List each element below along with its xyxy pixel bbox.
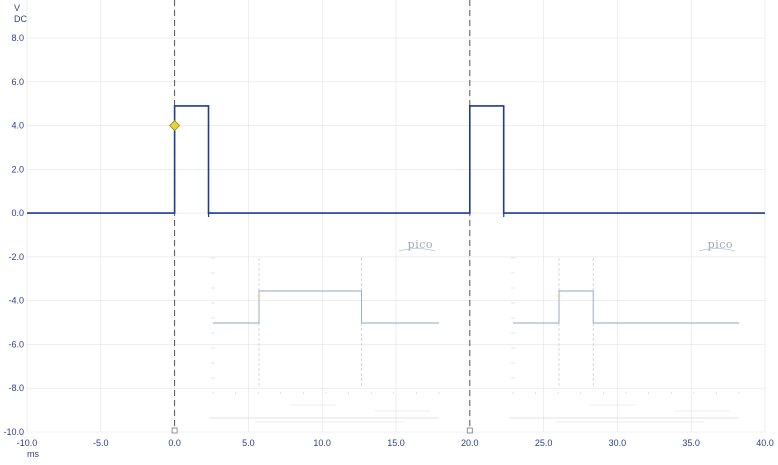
mini-trace xyxy=(513,290,739,324)
y-axis-ticks: 8.0 6.0 4.0 2.0 0.0 -2.0 -4.0 -6.0 -8.0 -10.0 xyxy=(3,33,24,437)
signal-trace xyxy=(27,105,765,214)
x-tick-label: -5.0 xyxy=(93,438,109,448)
cursor-layer xyxy=(171,0,473,434)
y-tick-label: -2.0 xyxy=(8,252,24,262)
x-tick-label: 40.0 xyxy=(756,438,774,448)
pico-logo: pico xyxy=(408,238,433,251)
watermark-layer: pico pico xyxy=(209,238,740,423)
x-tick-label: 30.0 xyxy=(609,438,627,448)
mini-trace xyxy=(213,290,439,324)
y-tick-label: -8.0 xyxy=(8,383,24,393)
x-tick-label: 15.0 xyxy=(387,438,405,448)
trace-layer xyxy=(27,105,765,218)
watermark-screenshot: pico xyxy=(209,238,440,423)
grid xyxy=(26,0,766,433)
y-tick-label: 2.0 xyxy=(11,164,24,174)
x-tick-label: 20.0 xyxy=(461,438,479,448)
y-tick-label: 0.0 xyxy=(11,208,24,218)
x-tick-label: 5.0 xyxy=(242,438,255,448)
pico-logo-swoosh xyxy=(698,248,736,252)
x-tick-label: 35.0 xyxy=(682,438,700,448)
y-tick-label: 4.0 xyxy=(11,121,24,131)
y-tick-label: -4.0 xyxy=(8,296,24,306)
x-axis-ticks: -10.0 -5.0 0.0 5.0 10.0 15.0 20.0 25.0 30.0 35.0 4… xyxy=(17,438,774,448)
mini-trigger-marker xyxy=(257,294,261,298)
x-tick-label: 25.0 xyxy=(535,438,553,448)
pico-logo: pico xyxy=(708,238,733,251)
trigger-marker xyxy=(169,119,181,132)
x-unit-label: ms xyxy=(27,449,39,459)
mini-trigger-marker xyxy=(557,294,561,298)
y-tick-label: -6.0 xyxy=(8,339,24,349)
y-tick-label: -10.0 xyxy=(3,427,24,437)
x-tick-label: -10.0 xyxy=(17,438,38,448)
y-unit-label: V xyxy=(14,3,20,13)
x-tick-label: 0.0 xyxy=(168,438,181,448)
x-tick-label: 10.0 xyxy=(313,438,331,448)
pico-logo-swoosh xyxy=(398,248,436,252)
y-tick-label: 6.0 xyxy=(11,77,24,87)
cursor-handle xyxy=(171,427,178,434)
coupling-label: DC xyxy=(14,14,27,24)
watermark-screenshot: pico xyxy=(509,238,740,423)
cursor-handle xyxy=(466,427,473,434)
y-tick-label: 8.0 xyxy=(11,33,24,43)
